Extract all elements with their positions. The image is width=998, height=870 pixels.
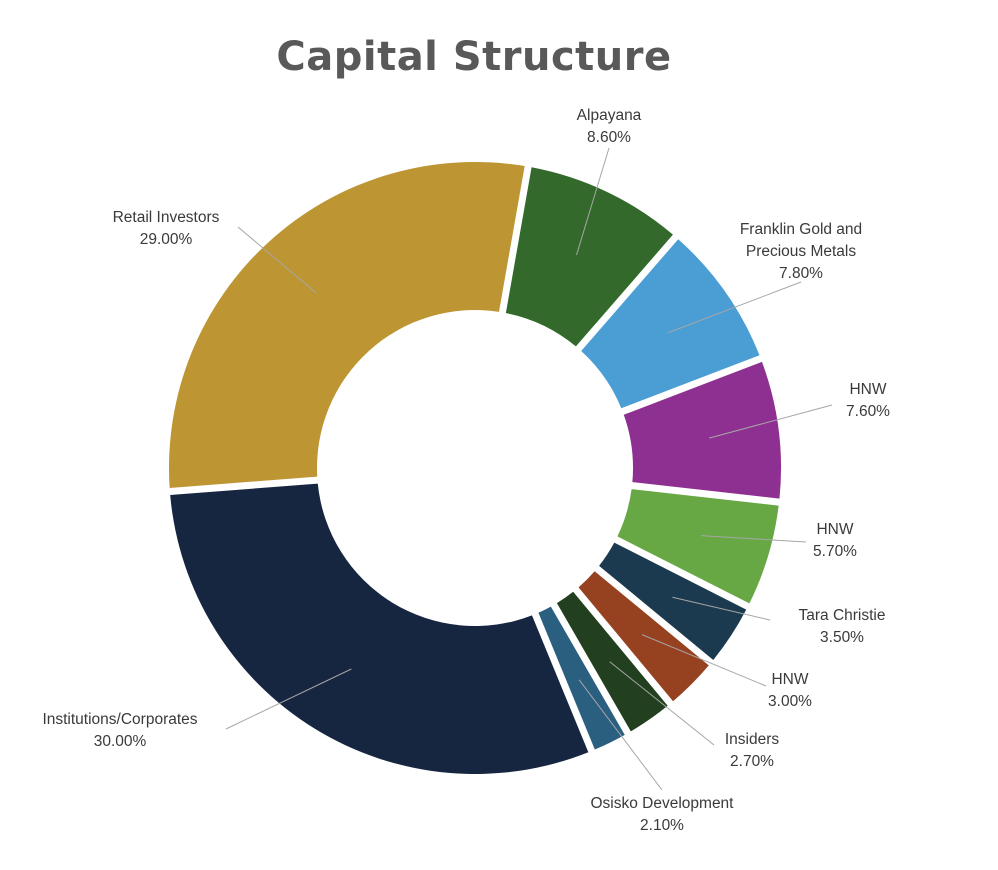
data-label-value: 2.70% xyxy=(730,753,774,770)
slice-tara-christie-4 xyxy=(599,542,747,661)
slice-franklin-gold-and-precious-metals-1 xyxy=(581,239,760,409)
data-label-4: Tara Christie 3.50% xyxy=(799,607,886,646)
data-label-value: 8.60% xyxy=(587,129,631,146)
data-label-value: 2.10% xyxy=(640,817,684,834)
data-label-value: 3.50% xyxy=(820,629,864,646)
leader-line-4 xyxy=(672,596,771,621)
data-label-0: Alpayana 8.60% xyxy=(577,107,642,146)
data-label-name: HNW xyxy=(849,381,886,398)
data-label-name: Precious Metals xyxy=(746,243,857,260)
leader-line-5 xyxy=(641,634,767,687)
data-label-value: 5.70% xyxy=(813,543,857,560)
data-label-8: Institutions/Corporates 30.00% xyxy=(42,711,197,750)
leader-line-7 xyxy=(578,679,663,791)
data-label-name: Alpayana xyxy=(577,107,642,124)
data-label-6: Insiders 2.70% xyxy=(725,731,780,770)
data-label-value: 7.80% xyxy=(779,265,823,282)
leader-line-2 xyxy=(708,404,833,439)
data-label-name: Institutions/Corporates xyxy=(42,711,197,728)
data-label-value: 3.00% xyxy=(768,693,812,710)
data-label-1: Franklin Gold and Precious Metals 7.80% xyxy=(740,221,862,282)
slice-insiders-6 xyxy=(556,591,668,732)
data-label-value: 7.60% xyxy=(846,403,890,420)
slice-institutions-corporates-8 xyxy=(170,483,589,775)
slice-retail-investors-9 xyxy=(169,162,525,488)
slices-layer xyxy=(169,162,781,775)
chart-title: Capital Structure xyxy=(276,34,672,80)
data-label-name: Osisko Development xyxy=(590,795,734,812)
data-label-value: 29.00% xyxy=(140,231,193,248)
leader-line-1 xyxy=(668,281,802,334)
slice-osisko-development-7 xyxy=(538,606,625,750)
data-label-name: Franklin Gold and xyxy=(740,221,862,238)
data-label-value: 30.00% xyxy=(94,733,147,750)
data-label-7: Osisko Development 2.10% xyxy=(590,795,734,834)
leader-lines-layer xyxy=(225,147,833,791)
slice-hnw-3 xyxy=(617,489,779,604)
leader-line-9 xyxy=(237,226,317,294)
data-label-name: HNW xyxy=(816,521,853,538)
leader-line-0 xyxy=(576,147,610,256)
slice-hnw-5 xyxy=(578,571,709,702)
slice-alpayana-0 xyxy=(505,167,673,347)
data-label-name: Insiders xyxy=(725,731,780,748)
data-label-2: HNW 7.60% xyxy=(846,381,890,420)
leader-line-3 xyxy=(701,535,807,543)
leader-line-6 xyxy=(609,661,715,746)
data-label-name: Tara Christie xyxy=(799,607,886,624)
data-label-9: Retail Investors 29.00% xyxy=(113,209,220,248)
data-label-5: HNW 3.00% xyxy=(768,671,812,710)
data-label-3: HNW 5.70% xyxy=(813,521,857,560)
data-label-name: HNW xyxy=(771,671,808,688)
labels-layer: Alpayana 8.60% Franklin Gold and Precious M… xyxy=(42,107,890,834)
leader-line-8 xyxy=(225,668,352,730)
data-label-name: Retail Investors xyxy=(113,209,220,226)
slice-hnw-2 xyxy=(623,361,781,499)
